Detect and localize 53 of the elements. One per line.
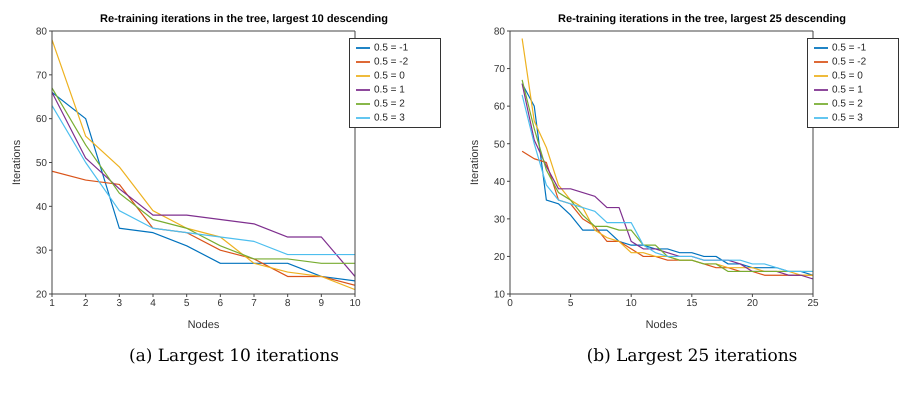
x-tick-label: 7 — [251, 298, 258, 310]
x-tick-label: 5 — [568, 298, 574, 310]
y-tick-label: 50 — [494, 139, 506, 150]
y-tick-label: 10 — [494, 290, 506, 301]
x-tick-label: 20 — [746, 298, 758, 310]
y-tick-label: 40 — [494, 176, 506, 188]
legend-label: 0.5 = 0 — [832, 70, 863, 82]
x-tick-label: 5 — [184, 298, 190, 310]
x-tick-label: 8 — [284, 298, 291, 310]
x-tick-label: 1 — [49, 298, 56, 310]
x-tick-label: 15 — [686, 298, 698, 310]
legend-label: 0.5 = 0 — [374, 70, 405, 82]
text: (a) Largest 10 iterations — [128, 346, 340, 366]
legend-label: 0.5 = -1 — [832, 42, 866, 54]
x-tick-label: 2 — [82, 298, 89, 310]
x-tick-label: 25 — [807, 298, 819, 310]
legend-label: 0.5 = 3 — [374, 112, 405, 124]
legend-label: 0.5 = 3 — [832, 112, 863, 124]
y-tick-label: 60 — [36, 114, 48, 126]
y-tick-label: 70 — [494, 64, 506, 76]
x-tick-label: 0 — [507, 298, 514, 310]
y-axis-title: Iterations — [10, 139, 23, 186]
legend-label: 0.5 = 2 — [374, 98, 405, 110]
legend-label: 0.5 = -1 — [374, 42, 408, 54]
legend-label: 0.5 = 1 — [832, 84, 863, 96]
x-tick-label: 3 — [116, 298, 123, 310]
x-tick-label: 4 — [150, 298, 156, 310]
legend-label: 0.5 = 2 — [832, 98, 863, 110]
y-tick-label: 20 — [36, 290, 48, 301]
chart-title: Re-training iterations in the tree, largest 25 descending — [558, 13, 846, 25]
y-tick-label: 30 — [36, 246, 48, 257]
legend-label: 0.5 = -2 — [374, 56, 408, 68]
y-axis-title: Iterations — [468, 139, 481, 186]
y-tick-label: 70 — [36, 70, 48, 82]
x-tick-label: 6 — [218, 298, 224, 310]
line-series — [52, 39, 355, 290]
y-tick-label: 60 — [494, 102, 506, 113]
y-tick-label: 40 — [36, 202, 48, 213]
x-axis-title: Nodes — [646, 319, 678, 331]
y-tick-label: 80 — [494, 26, 506, 38]
x-tick-label: 10 — [349, 298, 361, 310]
y-tick-label: 80 — [36, 26, 48, 38]
x-tick-label: 9 — [318, 298, 325, 310]
legend-label: 0.5 = -2 — [832, 56, 866, 68]
y-tick-label: 30 — [494, 214, 506, 226]
y-tick-label: 50 — [36, 158, 48, 170]
text: (b) Largest 25 iterations — [586, 346, 798, 366]
legend-label: 0.5 = 1 — [374, 84, 405, 96]
x-tick-label: 10 — [626, 298, 638, 310]
chart-title: Re-training iterations in the tree, largest 10 descending — [100, 13, 388, 25]
y-tick-label: 20 — [494, 252, 506, 263]
line-series — [52, 170, 355, 286]
x-axis-title: Nodes — [188, 319, 220, 331]
